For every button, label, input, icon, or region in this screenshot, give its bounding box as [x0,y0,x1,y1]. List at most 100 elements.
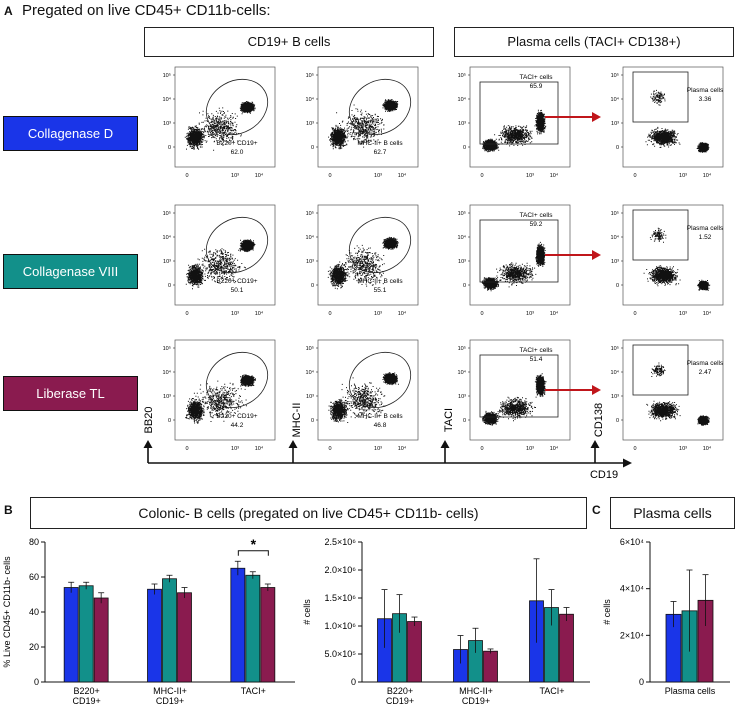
bar-chart-plasma: 0 2×10⁴ 4×10⁴ 6×10⁴ # cells Plasma cells [602,537,730,696]
event-cloud [496,262,537,288]
axis-label-mhc-ii: MHC-II [291,403,303,438]
y-tick-label: 10³ [163,259,171,265]
plot-frame [174,339,276,441]
bar [260,587,276,683]
gate-label: MHC-II+ B cells [357,140,403,147]
y-tick-label: 10⁴ [306,234,315,241]
y-tick-label: 10⁵ [306,210,314,217]
y-tick-label: 10⁴ [306,369,315,376]
arrow-head [592,385,601,395]
gate-value: 1.52 [699,234,712,241]
connector-arrowhead [623,458,632,468]
plot-frame [317,204,419,306]
panel-a-letter: A [4,4,13,18]
y-tick-label: 10³ [458,259,466,265]
plasma-cells-header: Plasma cells (TACI+ CD138+) [454,27,734,57]
y-axis-label: # cells [302,599,312,625]
axis-label-cd19: CD19 [590,469,618,480]
y-tick-label: 10⁵ [306,72,314,79]
flow-plot: 10⁵ 10⁴ 10³ 0 0 10³ 10⁴ MHC-II+ B cells 46.8 [306,339,419,452]
event-cloud [185,263,207,290]
plot-frame [174,204,276,306]
y-tick-label: 10⁵ [458,72,466,79]
event-cloud [339,244,385,287]
x-tick-label: CD19+ [386,696,414,706]
x-tick-label: 10³ [231,173,239,179]
panel-b-header: Colonic- B cells (pregated on live CD45+… [30,497,587,529]
arrow-head [592,250,601,260]
flow-plot: 10⁵ 10⁴ 10³ 0 0 10³ 10⁴ TACI+ cells 65.9 [458,66,601,179]
x-tick-label: 0 [328,173,331,179]
gate-rectangle [479,219,559,283]
event-cloud [535,109,547,135]
event-cloud [239,101,256,114]
gate-rectangle [632,344,689,396]
bar [483,650,498,683]
bar [147,588,162,683]
event-cloud [651,362,666,377]
flow-plot: 10⁵ 10⁴ 10³ 0 0 10³ 10⁴ B220+ CD19+ 44.2 [163,339,276,452]
x-tick-label: 10⁴ [398,172,407,179]
event-cloud [643,265,681,287]
y-tick-label: 1.5×10⁶ [325,593,357,603]
panel-a-title: Pregated on live CD45+ CD11b-cells: [22,2,271,19]
bar [230,567,246,683]
event-cloud [328,124,349,150]
x-tick-label: 0 [328,446,331,452]
x-tick-label: 10⁴ [550,172,559,179]
gate-value: 55.1 [374,287,387,294]
y-tick-label: 4×10⁴ [620,584,644,594]
y-tick-label: 10⁵ [611,345,619,352]
y-tick-label: 20 [29,642,39,652]
y-tick-label: 10⁵ [611,210,619,217]
bar [162,578,177,683]
y-tick-label: 10⁵ [458,345,466,352]
x-tick-label: 0 [480,311,483,317]
significance-bracket [237,550,269,556]
x-tick-label: CD19+ [462,696,490,706]
event-cloud [497,396,536,422]
flow-plot: 10⁵ 10⁴ 10³ 0 0 10³ 10⁴ Plasma cells 1.52 [611,204,724,317]
plot-frame [174,66,276,168]
y-tick-label: 10³ [458,121,466,127]
event-cloud [650,89,666,106]
event-cloud [646,400,681,422]
flow-plot: 10⁵ 10⁴ 10³ 0 0 10³ 10⁴ MHC-II+ B cells 55.1 [306,204,419,317]
event-cloud [382,372,399,386]
y-tick-label: 0 [616,145,619,151]
x-tick-label: 0 [185,311,188,317]
y-tick-label: 10³ [611,259,619,265]
y-tick-label: 10⁴ [611,234,620,241]
event-cloud [336,104,385,148]
x-tick-label: 10³ [231,446,239,452]
event-cloud [494,125,536,147]
x-tick-label: B220+ [387,686,413,696]
y-tick-label: 10⁵ [306,345,314,352]
plot-frame [317,339,419,441]
panel-c-letter: C [592,503,601,517]
arrow-head [592,112,601,122]
x-tick-label: CD19+ [73,696,101,706]
panel-b-letter: B [4,503,13,517]
gate-value: 59.2 [530,221,543,228]
y-tick-label: 2×10⁴ [620,630,644,640]
y-tick-label: 0 [463,418,466,424]
gate-ellipse [205,216,269,274]
y-tick-label: 10⁵ [163,210,171,217]
x-tick-label: 10³ [679,173,687,179]
x-tick-label: 0 [633,173,636,179]
gate-label: B220+ CD19+ [216,140,257,147]
y-tick-label: 0 [616,283,619,289]
y-tick-label: 10⁴ [163,96,172,103]
x-tick-label: 0 [480,446,483,452]
y-tick-label: 10³ [458,394,466,400]
event-cloud [382,99,399,112]
x-tick-label: 0 [328,311,331,317]
bar [559,613,574,683]
event-cloud [535,241,546,267]
gate-label: B220+ CD19+ [216,278,257,285]
flow-plot: 10⁵ 10⁴ 10³ 0 0 10³ 10⁴ Plasma cells 3.36 [611,66,724,179]
bar-chart-counts: 0 5.0×10⁵ 1.0×10⁶ 1.5×10⁶ 2.0×10⁶ 2.5×10⁶ # ce… [302,537,590,706]
bar [407,621,422,683]
